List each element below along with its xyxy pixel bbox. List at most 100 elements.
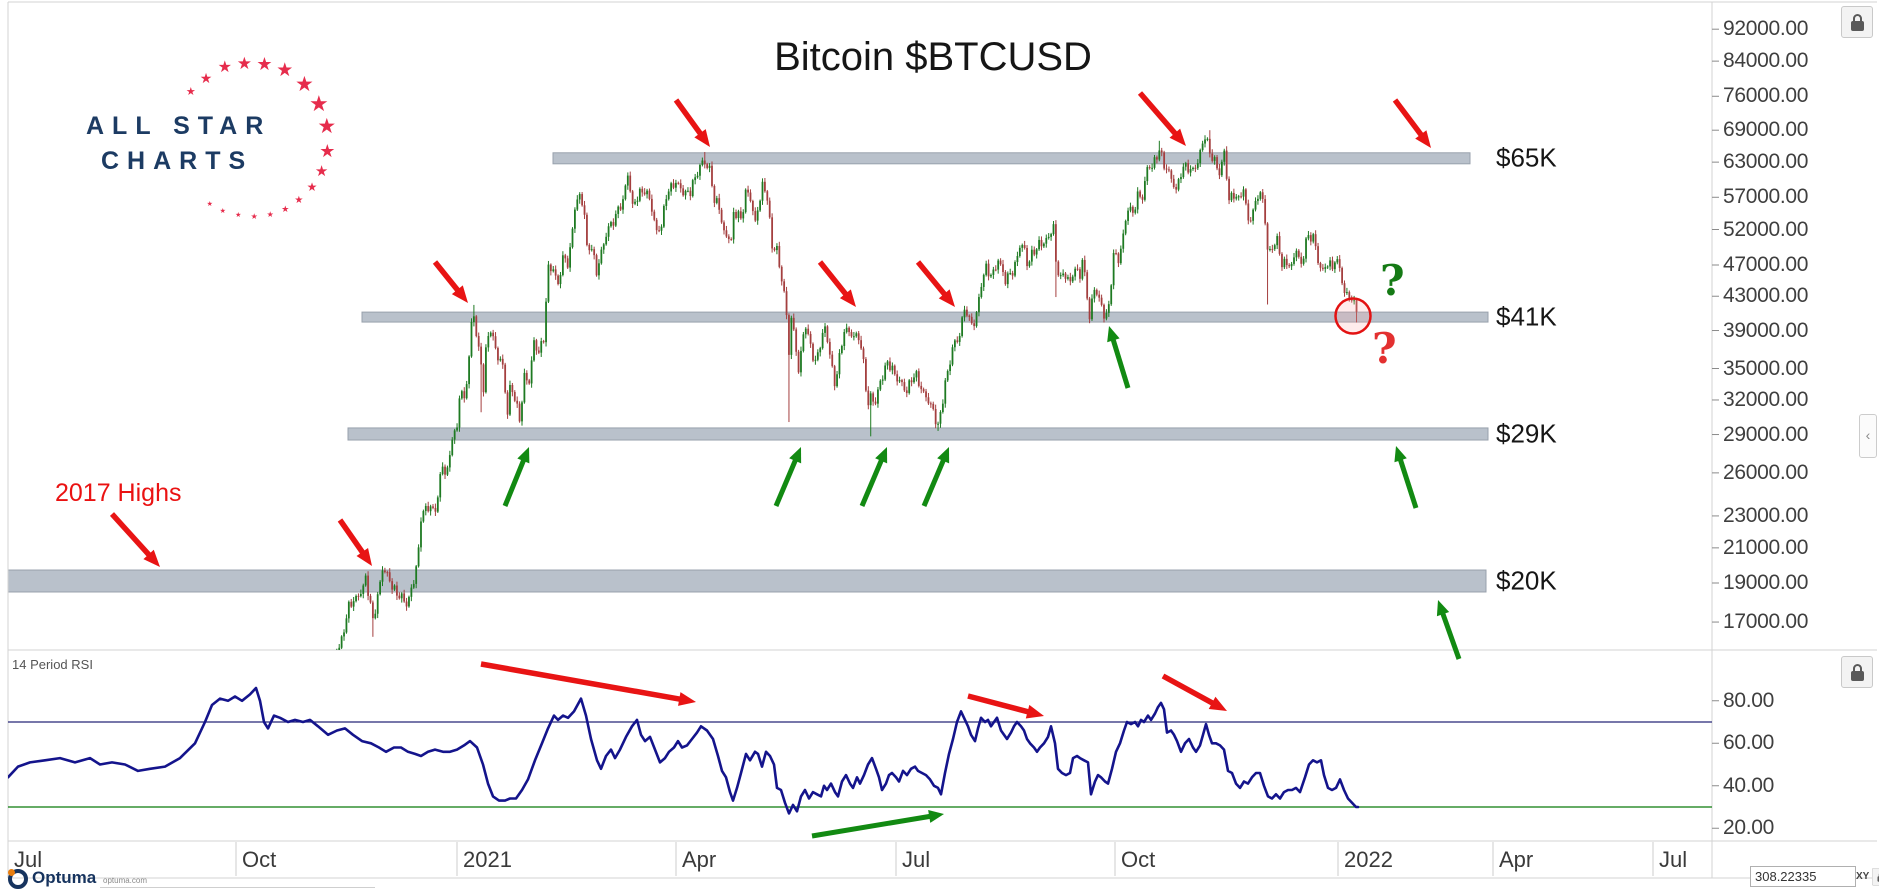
price-tick-label: 84000.00 [1723,49,1809,73]
red-arrow [673,98,705,138]
red-arrow [480,661,683,703]
green-arrow [1439,610,1462,660]
lock-icon-rsi[interactable] [1841,656,1873,688]
price-tick-label: 35000.00 [1723,356,1809,380]
time-tick-label: Jul [1659,847,1688,872]
price-tick-label: 52000.00 [1723,217,1809,241]
red-arrow [109,512,153,559]
rsi-tick-label: 60.00 [1723,731,1775,755]
axis-ticks [1712,28,1719,829]
chart-title: Bitcoin $BTCUSD [774,35,1092,79]
price-tick-label: 43000.00 [1723,284,1809,308]
green-arrowhead [937,447,950,464]
crosshair-value-box[interactable]: 308.22335 [1750,866,1856,887]
red-arrow [432,260,462,294]
question-mark-green: ? [1380,256,1405,305]
sr-band[interactable] [552,152,1471,165]
rsi-line[interactable] [8,686,1360,815]
red-arrowhead [678,692,696,706]
star-icon: ★ [281,203,290,214]
green-arrowhead [789,447,802,464]
price-tick-label: 23000.00 [1723,503,1809,527]
question-mark-red: ? [1372,324,1397,373]
band-price-label: $65K [1496,142,1557,173]
green-arrow [859,457,885,507]
optuma-wordmark: Optuma [32,868,97,887]
star-icon: ★ [219,207,226,215]
star-icon: ★ [256,54,273,75]
lock-icon-glyph [1851,664,1864,681]
red-arrowhead [839,289,856,307]
time-tick-label: Jul [14,847,43,872]
time-tick-label: 2022 [1344,847,1393,872]
green-arrow [1397,456,1419,509]
red-arrowhead [1415,130,1431,148]
price-tick-label: 19000.00 [1723,571,1809,594]
star-icon: ★ [308,90,329,116]
green-arrowhead [517,447,530,464]
sr-band[interactable] [347,427,1489,441]
rsi-tick-label: 80.00 [1723,688,1775,712]
price-tick-label: 57000.00 [1723,185,1809,209]
label-2017-highs: 2017 Highs [55,479,182,507]
price-tick-label: 47000.00 [1723,253,1809,276]
price-tick-label: 17000.00 [1723,610,1809,634]
green-arrow [1110,336,1131,389]
green-arrow [921,457,947,507]
star-icon: ★ [319,140,336,161]
price-tick-label: 32000.00 [1723,387,1809,411]
band-price-label: $29K [1496,418,1557,449]
green-arrowhead [1107,326,1120,343]
star-icon: ★ [276,60,294,82]
green-arrow [502,457,527,507]
green-arrowhead [928,810,944,823]
star-icon: ★ [236,53,253,73]
red-arrow [1137,91,1179,138]
star-icon: ★ [317,115,337,139]
green-arrowhead [1436,600,1450,617]
price-tick-label: 26000.00 [1723,460,1809,484]
time-tick-label: Oct [242,847,277,872]
red-arrowhead [356,548,372,566]
axis-link-lock-icon[interactable] [1872,868,1879,886]
sr-band[interactable] [7,569,1487,593]
red-arrowhead [1025,704,1044,719]
panel-borders [7,1,1877,879]
price-tick-label: 63000.00 [1723,150,1809,174]
lock-icon-glyph [1851,14,1864,31]
rsi-tool-label: 14 Period RSI [12,657,93,672]
star-icon: ★ [199,69,213,86]
time-tick-label: Oct [1121,847,1156,872]
star-icon: ★ [314,162,329,180]
time-axis-dividers [235,842,1654,876]
red-arrowhead [694,129,710,147]
lock-icon[interactable] [1841,6,1873,38]
allstarcharts-logo: ALL STAR CHARTS ★ ★ ★ ★ ★ ★ ★ ★ ★ ★ ★ ★ ★ ★ ★ ★ ★ ★ ★ [0,50,340,230]
star-icon: ★ [266,209,274,219]
price-tick-label: 39000.00 [1723,318,1809,342]
logo-text-line1: ALL STAR [86,112,272,140]
time-tick-label: Jul [902,847,931,872]
red-arrow [967,693,1032,716]
star-icon: ★ [206,201,213,209]
star-icon: ★ [294,73,314,97]
optuma-underline [100,887,375,888]
sr-bands [7,152,1489,593]
red-arrow [1392,98,1425,139]
star-icon: ★ [294,194,304,206]
green-arrowhead [875,447,888,464]
time-tick-label: 2021 [463,847,512,872]
optuma-logo: Optuma optuma.com [8,868,388,891]
candlestick-series[interactable] [331,130,1358,659]
band-price-label: $41K [1496,301,1557,332]
star-icon: ★ [217,58,232,76]
red-arrowhead [451,285,468,303]
time-tick-label: Apr [1499,847,1534,872]
price-tick-label: 21000.00 [1723,535,1809,559]
sr-band[interactable] [361,311,1489,323]
green-arrow [773,457,799,507]
collapse-axis-button[interactable]: ‹ [1859,414,1877,458]
rsi-tick-label: 40.00 [1723,773,1775,797]
